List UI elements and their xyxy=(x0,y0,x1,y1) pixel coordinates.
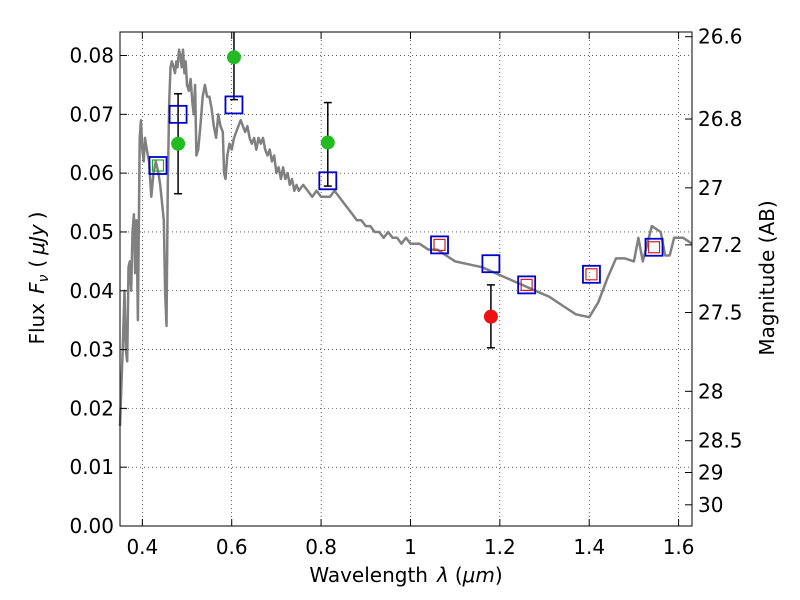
inner-red-square xyxy=(433,238,446,251)
plot-frame xyxy=(119,31,693,527)
y-tick-label: 0.07 xyxy=(69,102,114,126)
y-tick-label: 0.08 xyxy=(69,44,114,68)
model-sed-layer xyxy=(118,48,693,427)
y2-tick-label: 27.2 xyxy=(698,233,743,257)
y-tick-label: 0.01 xyxy=(69,455,114,479)
y2-tick-label: 26.8 xyxy=(698,107,743,131)
x-tick-label: 1.6 xyxy=(663,535,695,559)
y2-tick-label: 30 xyxy=(698,493,723,517)
x-tick-label: 0.4 xyxy=(126,535,158,559)
x-tick-label: 1.4 xyxy=(573,535,605,559)
y-tick-label: 0.06 xyxy=(69,161,114,185)
detection-point xyxy=(171,136,186,151)
y2-tick-label: 28.5 xyxy=(698,429,743,453)
model-photometry-square xyxy=(644,237,664,257)
y-tick-label: 0.03 xyxy=(69,338,114,362)
inner-red-square xyxy=(520,278,533,291)
model-photometry-square xyxy=(168,104,188,124)
detection-point xyxy=(320,135,335,150)
axis-ticks: 0.4 0.6 0.8 1 1.2 1.4 1.6 0.00 0.01 0.02 0.03 0.04 0… xyxy=(69,25,742,559)
y2-tick-label: 26.6 xyxy=(698,25,743,49)
x-axis-label: Wavelength λ (μm) xyxy=(309,563,502,587)
y2-tick-label: 27 xyxy=(698,176,723,200)
inner-red-square xyxy=(647,241,661,254)
y-axis-label: FluxFν(μJy) xyxy=(25,211,52,344)
detection-point xyxy=(226,50,241,65)
x-tick-label: 0.8 xyxy=(305,535,337,559)
inner-green-square xyxy=(151,159,165,172)
model-photometry-square xyxy=(481,254,501,274)
model-photometry-square xyxy=(318,171,338,191)
model-photometry-square xyxy=(582,264,601,284)
model-photometry-square xyxy=(148,156,168,175)
y2-tick-label: 27.5 xyxy=(698,301,743,325)
inner-red-square xyxy=(585,268,598,281)
y-tick-label: 0.05 xyxy=(69,220,114,244)
y-tick-label: 0.00 xyxy=(69,514,114,538)
model-photometry-square xyxy=(430,235,449,255)
x-tick-label: 1.2 xyxy=(484,535,516,559)
red-detection-point xyxy=(483,309,498,324)
y-tick-label: 0.02 xyxy=(69,396,114,420)
model-sed-line xyxy=(118,48,693,427)
y2-axis-label: Magnitude (AB) xyxy=(755,200,779,355)
marker-layer xyxy=(148,50,664,324)
y2-tick-label: 29 xyxy=(698,460,723,484)
model-photometry-square xyxy=(224,95,244,115)
x-tick-label: 1 xyxy=(404,535,417,559)
y-tick-label: 0.04 xyxy=(69,279,114,303)
model-photometry-square xyxy=(517,275,537,295)
y2-tick-label: 28 xyxy=(698,379,723,403)
x-tick-label: 0.6 xyxy=(216,535,248,559)
